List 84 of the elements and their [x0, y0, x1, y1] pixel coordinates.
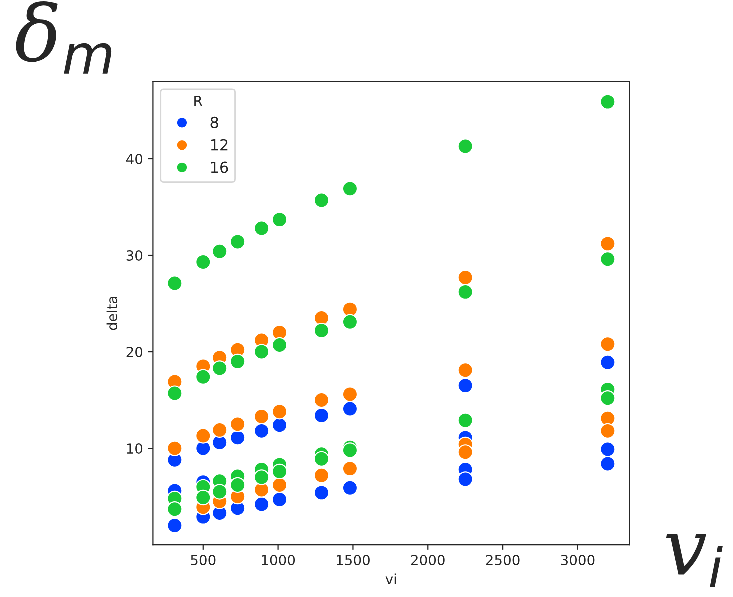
x-axis-title: vi [386, 574, 396, 584]
point [342, 181, 358, 197]
point [458, 412, 474, 428]
point [458, 284, 474, 300]
legend-title: R [194, 96, 202, 106]
point [342, 302, 358, 318]
x-tick-label: 3000 [561, 555, 595, 566]
point [458, 472, 474, 488]
legend-label: 16 [211, 162, 228, 174]
point [196, 428, 212, 444]
point [314, 485, 330, 501]
y-tick-label: 30 [126, 250, 143, 261]
point [600, 354, 616, 370]
point [600, 390, 616, 406]
point [314, 392, 330, 408]
point [600, 252, 616, 268]
y-tick-label: 10 [127, 444, 143, 454]
point [254, 408, 270, 425]
point [254, 344, 270, 360]
point [600, 94, 616, 110]
x-tick-label: 2500 [486, 555, 520, 566]
point [458, 378, 474, 394]
x-tick-label: 1000 [262, 555, 296, 566]
point [254, 496, 270, 512]
point [196, 369, 212, 385]
legend-label: 8 [210, 116, 218, 128]
point [342, 386, 358, 402]
point [167, 502, 183, 518]
point [314, 408, 330, 424]
point [167, 518, 183, 534]
point [272, 337, 288, 354]
point [458, 270, 474, 286]
y-tick-label: 40 [126, 154, 143, 164]
point [600, 442, 616, 458]
point [314, 192, 330, 208]
point [272, 404, 288, 420]
point [314, 468, 330, 484]
point [254, 470, 270, 486]
point [230, 477, 246, 494]
point [230, 354, 246, 370]
point [458, 138, 474, 154]
point [600, 336, 616, 352]
point [212, 422, 228, 438]
point [272, 418, 288, 434]
point [600, 236, 616, 252]
text: δ$_{m}$ [16, 2, 112, 74]
point [342, 401, 358, 417]
y-axis-title: delta [106, 297, 118, 330]
point [342, 442, 358, 458]
point [212, 484, 228, 500]
point [272, 212, 288, 228]
point [342, 480, 358, 496]
point [254, 220, 270, 236]
point [314, 322, 330, 339]
text: v$_{i}$ [666, 534, 723, 588]
point [342, 460, 358, 477]
point [196, 490, 212, 506]
point [230, 416, 246, 432]
point [167, 386, 183, 402]
point [196, 440, 212, 456]
legend-label: 12 [211, 139, 228, 151]
y-tick-label: 20 [126, 347, 143, 358]
point [254, 482, 270, 498]
x-tick-label: 1500 [337, 555, 370, 566]
point [600, 423, 616, 440]
point [342, 314, 358, 330]
point [458, 444, 474, 460]
x-tick-label: 2000 [411, 555, 445, 566]
point [167, 440, 183, 456]
point [230, 234, 246, 250]
point [600, 410, 616, 426]
x-tick-label: 500 [191, 555, 216, 566]
point [230, 430, 246, 446]
point [314, 451, 330, 467]
point [272, 464, 288, 480]
point [600, 456, 616, 472]
point [167, 276, 183, 292]
point [196, 254, 212, 270]
point [272, 492, 288, 508]
point [212, 244, 228, 260]
point [254, 423, 270, 440]
point [212, 360, 228, 376]
point [458, 362, 474, 378]
point [272, 477, 288, 494]
